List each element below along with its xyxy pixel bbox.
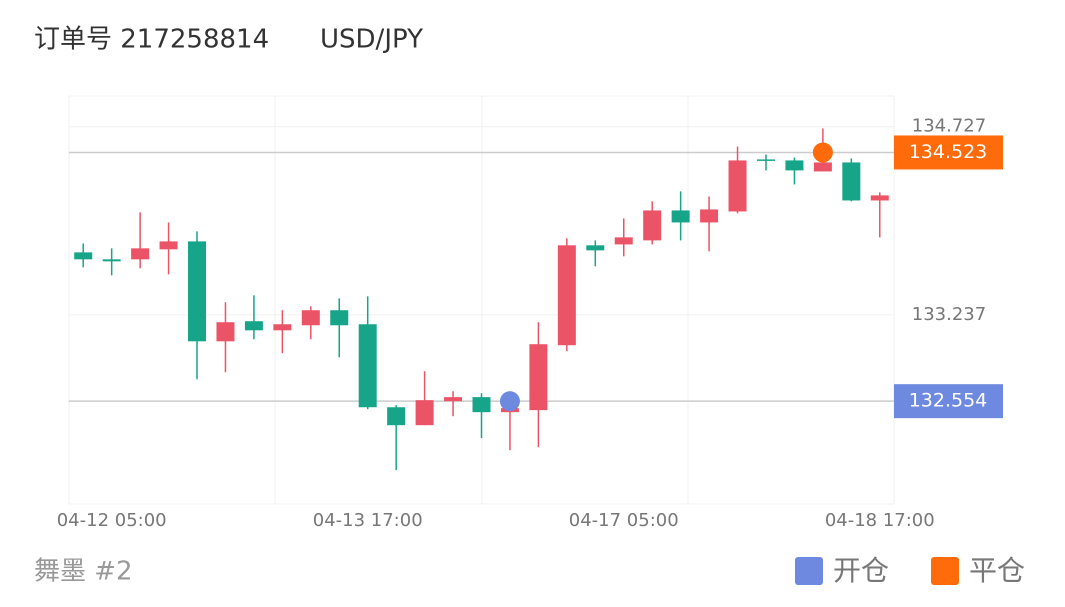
price-tag (894, 135, 1003, 170)
candle-body (785, 160, 804, 171)
footer: 舞墨 #2 (34, 557, 133, 587)
price-tag (894, 384, 1003, 419)
x-tick-label: 04-12 05:00 (57, 510, 167, 531)
price-tag-label: 132.554 (909, 390, 988, 412)
price-tag-label: 134.523 (909, 141, 988, 163)
candle-body (273, 324, 292, 331)
candle-body (444, 397, 463, 402)
x-tick-label: 04-17 05:00 (569, 510, 679, 531)
trade-marker (812, 142, 833, 163)
y-tick-label: 134.727 (912, 116, 986, 137)
candle-body (529, 344, 548, 411)
candle-body (131, 248, 150, 260)
x-tick-label: 04-13 17:00 (313, 510, 423, 531)
candle-body (159, 241, 178, 250)
candle-body (415, 400, 434, 426)
candle-body (330, 310, 349, 326)
candle-body (586, 245, 605, 251)
candle-body (472, 397, 491, 413)
candle-body (728, 160, 747, 212)
legend-label: 平仓 (969, 554, 1025, 587)
candle-body (216, 322, 235, 342)
chart-title: 订单号 217258814 (34, 25, 269, 55)
candle-body (813, 162, 832, 172)
candle-body (870, 195, 889, 201)
legend-label: 开仓 (833, 554, 889, 587)
candle-body (700, 209, 719, 223)
symbol: USD/JPY (320, 25, 423, 55)
candle-body (102, 259, 121, 262)
legend-swatch (931, 557, 959, 585)
x-tick-label: 04-18 17:00 (825, 510, 935, 531)
candle-body (74, 252, 93, 260)
candle-body (756, 159, 775, 161)
candle-body (244, 321, 263, 331)
candle-body (301, 310, 320, 326)
y-tick-label: 133.237 (912, 304, 986, 325)
candle-body (557, 245, 576, 346)
legend-swatch (795, 557, 823, 585)
candle-body (387, 407, 406, 426)
candle-body (188, 241, 207, 342)
candle-body (358, 324, 377, 408)
candle-body (842, 162, 861, 201)
candle-body (643, 210, 662, 241)
trade-marker (499, 391, 520, 412)
candle-body (671, 210, 690, 223)
candle-body (614, 237, 633, 245)
